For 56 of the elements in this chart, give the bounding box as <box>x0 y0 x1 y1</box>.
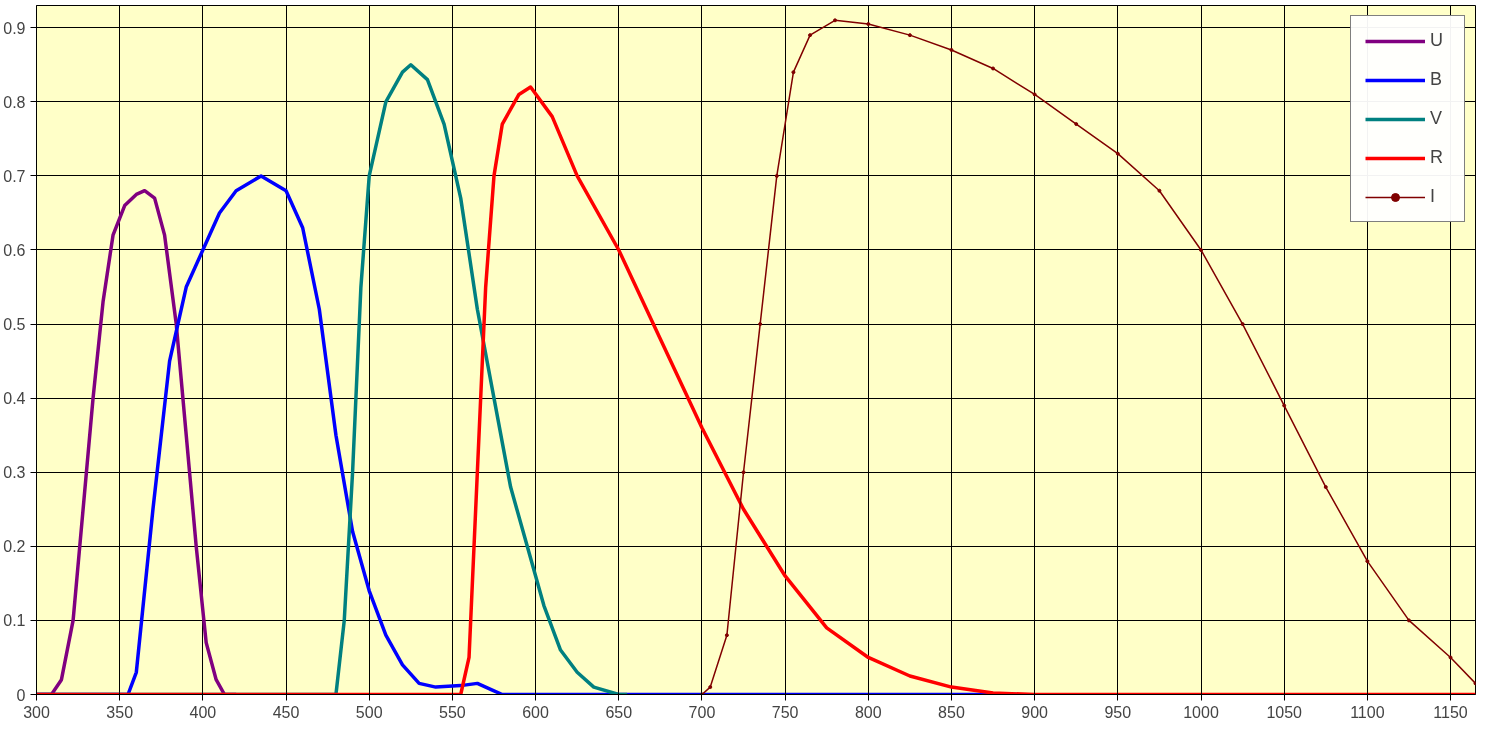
point <box>758 322 763 327</box>
x-tick-label: 900 <box>1021 703 1049 721</box>
point <box>991 66 996 71</box>
x-tick-label: 350 <box>106 703 134 721</box>
point <box>1365 559 1370 564</box>
point <box>724 633 729 638</box>
legend-label: V <box>1430 108 1443 129</box>
y-tick-label: 0.4 <box>3 390 26 408</box>
y-tick-label: 0.8 <box>3 93 26 111</box>
x-tick-label: 800 <box>854 703 882 721</box>
x-tick-label: 750 <box>771 703 799 721</box>
point <box>1406 618 1411 623</box>
point <box>741 470 746 475</box>
x-tick-label: 600 <box>522 703 550 721</box>
point <box>1074 122 1079 127</box>
x-tick-label: 700 <box>688 703 716 721</box>
x-tick-label: 1050 <box>1266 703 1303 721</box>
point <box>833 18 838 23</box>
x-tick-label: 950 <box>1104 703 1132 721</box>
point <box>1115 151 1120 156</box>
legend-label: B <box>1430 69 1443 90</box>
point <box>866 22 871 27</box>
x-tick-label: 450 <box>272 703 300 721</box>
point <box>1282 403 1287 408</box>
x-tick-label: 850 <box>938 703 965 721</box>
point <box>949 47 954 52</box>
legend-label: R <box>1430 147 1444 168</box>
point <box>1032 92 1037 97</box>
y-tick-label: 0.1 <box>3 612 26 630</box>
legend-label: U <box>1430 30 1444 51</box>
y-tick-label: 0.2 <box>3 538 26 556</box>
point <box>791 70 796 75</box>
point <box>774 173 779 178</box>
y-tick-label: 0.7 <box>3 167 26 185</box>
point <box>1448 655 1453 660</box>
x-tick-label: 1000 <box>1183 703 1219 721</box>
point <box>808 33 813 38</box>
point <box>1157 188 1162 193</box>
x-tick-label: 550 <box>439 703 466 721</box>
point <box>1323 485 1328 490</box>
y-tick-label: 0.5 <box>3 316 26 334</box>
point <box>1199 247 1204 252</box>
point <box>708 685 713 690</box>
legend-label: I <box>1430 186 1436 207</box>
x-tick-label: 500 <box>355 703 383 721</box>
x-tick-label: 300 <box>23 703 50 721</box>
y-tick-label: 0.6 <box>3 241 26 259</box>
y-tick-label: 0.9 <box>3 19 26 37</box>
point <box>907 33 912 38</box>
x-tick-label: 650 <box>605 703 633 721</box>
y-tick-label: 0 <box>16 686 26 704</box>
x-tick-label: 1100 <box>1350 703 1385 721</box>
y-tick-label: 0.3 <box>3 464 26 482</box>
x-tick-label: 1150 <box>1433 703 1468 721</box>
point <box>1240 322 1245 327</box>
x-tick-label: 400 <box>189 703 217 721</box>
